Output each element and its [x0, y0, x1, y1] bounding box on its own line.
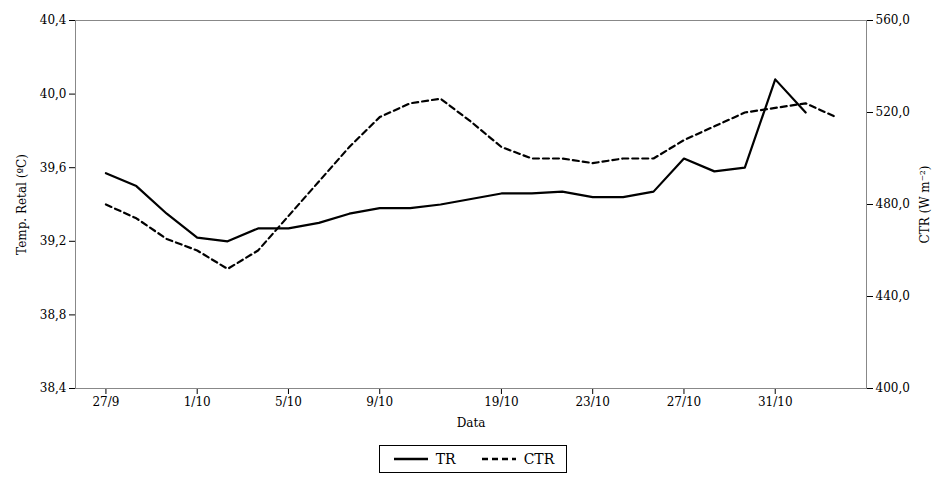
- svg-text:38,8: 38,8: [40, 308, 67, 322]
- svg-text:38,4: 38,4: [40, 381, 67, 395]
- svg-text:23/10: 23/10: [575, 395, 610, 409]
- svg-text:480,0: 480,0: [876, 197, 910, 211]
- svg-text:9/10: 9/10: [366, 395, 393, 409]
- svg-text:Temp. Retal (ºC): Temp. Retal (ºC): [15, 154, 29, 255]
- svg-text:27/9: 27/9: [92, 395, 119, 409]
- svg-text:5/10: 5/10: [275, 395, 302, 409]
- svg-text:40,0: 40,0: [40, 87, 67, 101]
- svg-text:440,0: 440,0: [876, 289, 910, 303]
- svg-text:39,6: 39,6: [40, 161, 67, 175]
- svg-text:CTR (W m⁻²): CTR (W m⁻²): [918, 165, 932, 243]
- svg-text:1/10: 1/10: [184, 395, 211, 409]
- svg-text:40,4: 40,4: [40, 13, 67, 27]
- svg-text:19/10: 19/10: [484, 395, 519, 409]
- html-text:TR: TR: [435, 451, 456, 467]
- svg-text:520,0: 520,0: [876, 105, 910, 119]
- svg-text:560,0: 560,0: [876, 13, 910, 27]
- svg-text:31/10: 31/10: [758, 395, 793, 409]
- svg-text:400,0: 400,0: [876, 381, 910, 395]
- svg-text:27/10: 27/10: [667, 395, 702, 409]
- svg-text:Data: Data: [457, 416, 486, 430]
- svg-text:39,2: 39,2: [40, 234, 67, 248]
- html-text:CTR: CTR: [523, 451, 555, 467]
